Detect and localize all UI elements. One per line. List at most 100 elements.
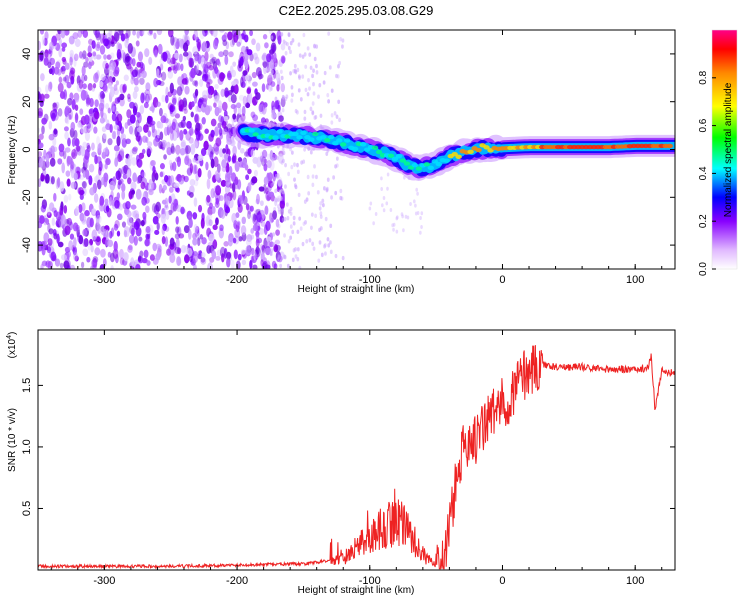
noise-cell [113, 84, 118, 92]
faint-cell [287, 32, 291, 37]
noise-cell [159, 107, 163, 117]
noise-cell [87, 243, 92, 251]
noise-cell [234, 227, 241, 238]
noise-cell [113, 223, 119, 231]
noise-cell [43, 232, 50, 243]
noise-cell [172, 97, 177, 106]
ridge-peak [308, 137, 315, 142]
noise-cell [234, 161, 240, 172]
noise-cell [69, 49, 74, 58]
ridge-peak [363, 147, 371, 152]
faint-cell [327, 31, 331, 36]
noise-cell [168, 195, 172, 204]
faint-cell [278, 209, 282, 215]
faint-cell [294, 108, 298, 114]
noise-cell [191, 101, 195, 108]
ridge-peak [399, 158, 407, 163]
noise-cell [212, 30, 218, 38]
noise-cell [136, 61, 142, 68]
noise-cell [85, 56, 89, 63]
noise-cell [105, 205, 110, 213]
noise-cell [109, 180, 116, 191]
faint-cell [314, 213, 318, 219]
noise-cell [188, 57, 193, 68]
noise-cell [141, 148, 146, 154]
noise-cell [84, 149, 90, 160]
faint-cell [339, 188, 343, 194]
noise-cell [167, 70, 174, 79]
noise-cell [73, 172, 78, 181]
noise-cell [274, 239, 281, 245]
ridge-peak [248, 128, 255, 133]
faint-cell [315, 70, 319, 75]
noise-cell [81, 202, 86, 212]
top-xtick-label: 0 [499, 274, 505, 286]
faint-cell [295, 110, 299, 115]
faint-cell [280, 75, 284, 81]
bottom-xtick-label: -200 [226, 575, 248, 587]
noise-cell [189, 126, 194, 136]
noise-cell [86, 122, 92, 129]
ridge-peak [375, 149, 383, 155]
colorbar-tick-label: 0.2 [698, 214, 709, 228]
noise-cell [99, 45, 106, 55]
noise-cell [194, 113, 200, 124]
noise-cell [38, 178, 42, 188]
noise-cell [256, 211, 262, 223]
noise-cell [201, 117, 206, 125]
noise-cell [239, 148, 245, 154]
noise-cell [56, 219, 61, 228]
noise-cell [232, 145, 237, 156]
noise-cell [125, 138, 131, 145]
noise-cell [166, 58, 171, 64]
faint-cell [272, 106, 276, 111]
noise-cell [208, 233, 215, 243]
noise-cell [280, 55, 286, 64]
noise-cell [261, 245, 265, 251]
noise-cell [164, 226, 170, 232]
noise-cell [154, 49, 158, 58]
colorbar-tick-label: 0.8 [698, 70, 709, 84]
faint-cell [409, 201, 412, 206]
noise-cell [141, 257, 148, 264]
noise-cell [123, 252, 129, 262]
noise-cell [224, 171, 231, 183]
noise-cell [107, 239, 114, 248]
noise-cell [59, 181, 65, 192]
noise-cell [113, 88, 119, 96]
noise-cell [103, 54, 107, 60]
noise-cell [140, 92, 145, 104]
noise-cell [129, 114, 136, 124]
faint-cell [287, 171, 291, 177]
noise-cell [73, 53, 79, 62]
noise-cell [182, 115, 187, 121]
noise-cell [204, 128, 209, 134]
noise-cell [168, 159, 173, 166]
noise-cell [255, 92, 261, 101]
noise-cell [107, 138, 113, 146]
ridge-peak [340, 142, 347, 147]
ridge-peak [391, 156, 399, 162]
noise-cell [152, 242, 158, 252]
noise-cell [91, 229, 98, 241]
faint-cell [281, 94, 285, 100]
noise-cell [184, 254, 190, 264]
noise-cell [72, 222, 79, 232]
noise-cell [202, 40, 208, 52]
noise-cell [276, 176, 283, 187]
noise-cell [202, 73, 209, 79]
faint-cell [290, 164, 294, 170]
faint-cell [396, 215, 399, 220]
noise-cell [175, 41, 180, 50]
ridge-peak [344, 138, 351, 143]
noise-cell [57, 158, 63, 165]
noise-cell [105, 229, 110, 241]
faint-cell [391, 223, 394, 228]
noise-cell [135, 40, 140, 47]
noise-cell [160, 213, 166, 224]
noise-cell [249, 205, 254, 212]
noise-cell [277, 179, 283, 187]
noise-cell [250, 247, 255, 256]
noise-cell [67, 98, 73, 106]
noise-cell [276, 84, 280, 92]
